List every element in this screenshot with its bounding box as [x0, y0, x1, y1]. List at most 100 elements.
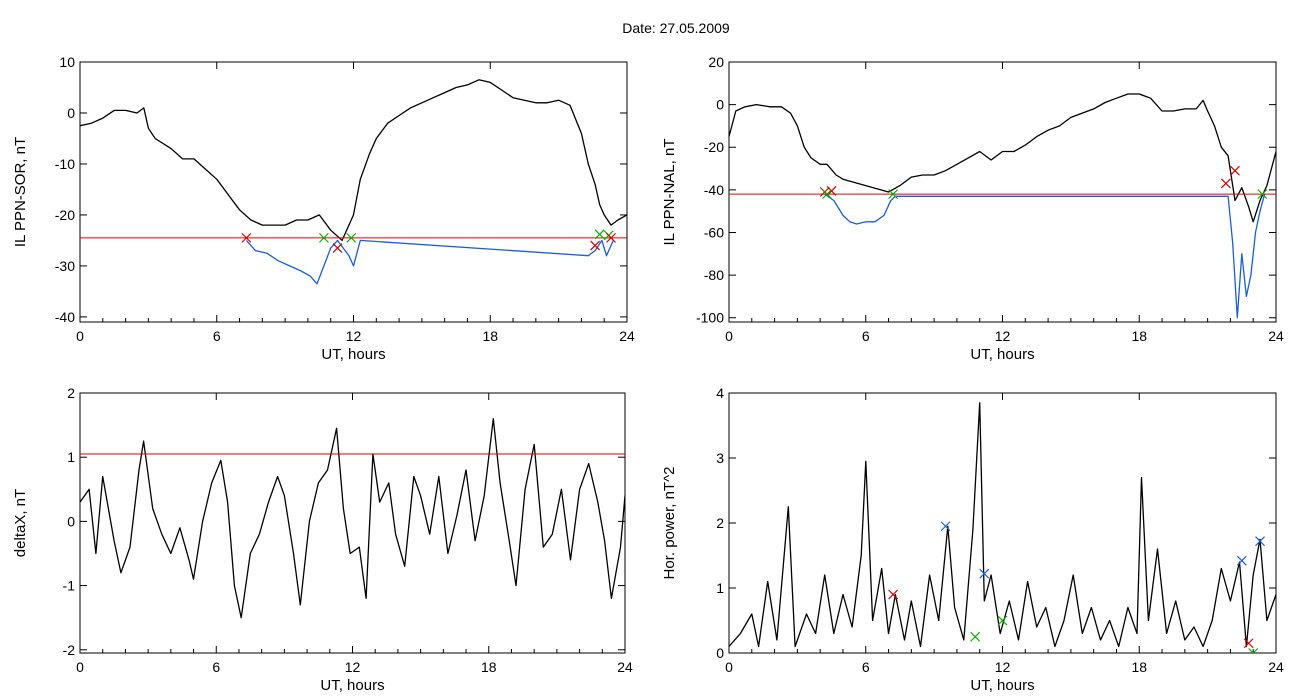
cross-marker-stroke [1248, 648, 1255, 653]
cross-marker [888, 189, 899, 200]
x-tick-label: 12 [995, 328, 1011, 344]
cross-marker-stroke [1252, 648, 1259, 653]
cross-marker [997, 615, 1008, 626]
cross-marker-stroke [826, 186, 837, 196]
x-tick-label: 24 [1268, 328, 1284, 344]
chart-panel-1: 0 6 12 18 24 10 0 -10 -20 -30 -40 UT, hours IL PPN-S… [12, 54, 635, 363]
cross-marker-stroke [332, 243, 343, 254]
y-tick-label: -40 [55, 309, 75, 325]
x-tick-label: 6 [862, 328, 870, 344]
y-tick-label: -10 [55, 156, 75, 172]
cross-marker-stroke [888, 589, 899, 600]
cross-marker-stroke [1257, 189, 1268, 200]
x-tick-label: 24 [619, 328, 635, 344]
chart-panel-3: 0 6 12 18 24 2 1 0 -1 -2 UT, hours deltaX, nT [12, 385, 633, 694]
y-tick-label: -60 [704, 224, 724, 240]
y-tick-label: 1 [67, 449, 75, 465]
series-line-1 [80, 418, 625, 619]
cross-marker-stroke [940, 521, 951, 532]
cross-marker [590, 240, 601, 251]
y-tick-label: -1 [63, 578, 76, 594]
series-line-2 [245, 239, 614, 285]
x-tick-label: 6 [213, 328, 221, 344]
cross-marker-stroke [594, 229, 605, 240]
cross-marker-stroke [1243, 638, 1254, 649]
x-tick-label: 6 [212, 659, 220, 675]
cross-marker [888, 589, 899, 600]
y-tick-label: -100 [696, 310, 724, 326]
x-tick-label: 0 [725, 328, 733, 344]
plot-frame [728, 392, 1277, 654]
chart-panel-4: 0 6 12 18 24 4 3 2 1 0 UT, hours Hor. power, nT^2 [661, 385, 1284, 694]
y-tick-label: -2 [63, 642, 76, 658]
x-tick-label: 12 [345, 659, 361, 675]
plot-frame [79, 392, 626, 654]
cross-marker [1236, 555, 1247, 566]
cross-marker-stroke [1236, 555, 1247, 566]
x-tick-label: 12 [346, 328, 362, 344]
x-tick-label: 18 [482, 328, 498, 344]
y-tick-label: -20 [704, 139, 724, 155]
y-tick-label: 0 [716, 97, 724, 113]
cross-marker-stroke [979, 568, 990, 579]
plot-data [729, 402, 1276, 653]
cross-marker [1230, 165, 1240, 176]
cross-marker-stroke [346, 232, 357, 243]
cross-marker-stroke [241, 232, 252, 243]
cross-marker [1255, 536, 1265, 547]
x-tick-label: 0 [76, 659, 84, 675]
series-line-1 [729, 93, 1276, 223]
plot-data [729, 93, 1276, 319]
cross-marker [241, 232, 252, 243]
y-axis-label: IL PPN-SOR, nT [12, 137, 29, 247]
cross-marker-stroke [1255, 536, 1265, 547]
series-line-2 [824, 193, 1266, 319]
y-tick-label: 20 [708, 54, 724, 70]
y-tick-label: -30 [55, 258, 75, 274]
x-axis-label: UT, hours [970, 346, 1034, 363]
x-tick-label: 18 [1131, 659, 1147, 675]
y-tick-label: -40 [704, 182, 724, 198]
cross-marker [822, 189, 832, 200]
cross-marker [970, 631, 981, 642]
y-axis-label: IL PPN-NAL, nT [661, 139, 678, 246]
cross-marker-stroke [1220, 178, 1231, 189]
cross-marker [1248, 648, 1259, 653]
y-tick-label: -80 [704, 267, 724, 283]
x-axis-label: UT, hours [970, 677, 1034, 694]
cross-marker [1220, 178, 1231, 189]
y-tick-label: 1 [716, 580, 724, 596]
cross-marker [318, 232, 329, 243]
y-tick-label: 0 [716, 645, 724, 661]
y-tick-label: 3 [716, 450, 724, 466]
cross-marker [826, 186, 837, 196]
cross-marker [1257, 189, 1268, 200]
cross-marker [594, 229, 605, 240]
plot-data [80, 418, 625, 619]
cross-marker-stroke [590, 240, 601, 251]
y-tick-label: 2 [67, 385, 75, 401]
series-line-1 [729, 402, 1276, 648]
plot-frame [79, 61, 628, 323]
chart-panel-2: 0 6 12 18 24 20 0 -20 -40 -60 -80 -100 UT, hours IL P… [661, 54, 1284, 363]
x-axis-label: UT, hours [321, 346, 385, 363]
plot-frame [728, 61, 1277, 323]
x-tick-label: 0 [725, 659, 733, 675]
y-tick-label: 0 [67, 105, 75, 121]
y-axis-label: Hor. power, nT^2 [661, 467, 678, 580]
cross-marker [606, 232, 616, 243]
cross-marker [346, 232, 357, 243]
cross-marker [332, 243, 343, 254]
cross-marker-stroke [888, 189, 899, 200]
x-tick-label: 6 [862, 659, 870, 675]
figure-title: Date: 27.05.2009 [622, 20, 730, 36]
cross-marker [979, 568, 990, 579]
cross-marker-stroke [997, 615, 1008, 626]
x-tick-label: 18 [1131, 328, 1147, 344]
cross-marker-stroke [1230, 165, 1240, 176]
series-line-1 [80, 79, 627, 242]
y-axis-label: deltaX, nT [12, 489, 29, 557]
cross-marker-stroke [606, 232, 616, 243]
x-tick-label: 24 [1268, 659, 1284, 675]
